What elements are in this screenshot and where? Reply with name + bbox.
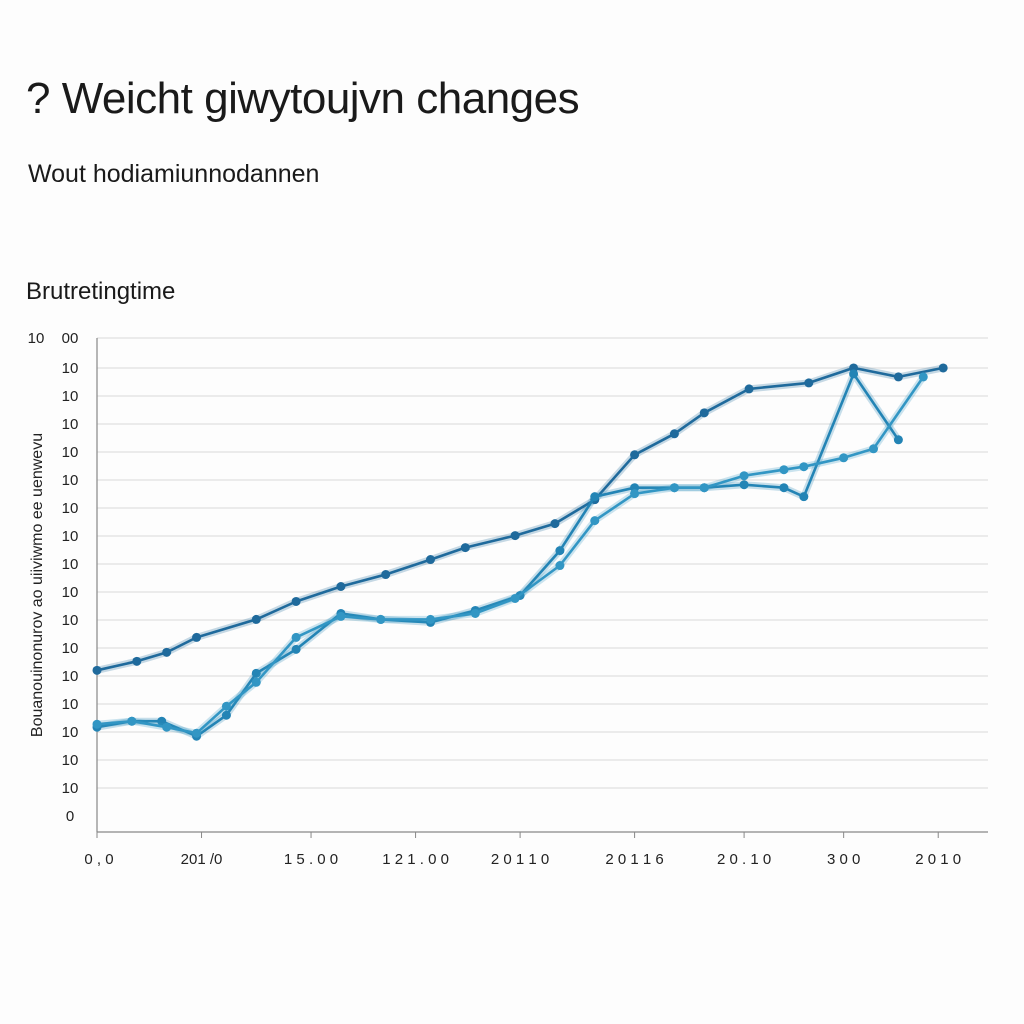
y-tick-label: 10 [62, 696, 79, 713]
y-tick-label: 10 [62, 556, 79, 573]
y-tick-label: 10 [62, 640, 79, 657]
data-point [555, 546, 565, 556]
data-point [92, 719, 102, 729]
series-line [95, 372, 900, 738]
data-point [192, 728, 202, 738]
y-tick-label: 10 [28, 330, 45, 347]
data-point [251, 677, 261, 687]
data-point [426, 614, 436, 624]
x-tick-label: 2 0 1 1 0 [491, 851, 549, 868]
data-point [739, 480, 749, 490]
data-point [381, 570, 391, 580]
y-tick-label: 10 [62, 444, 79, 461]
data-point [460, 543, 470, 553]
y-tick-label: 10 [62, 388, 79, 405]
data-point [336, 581, 346, 591]
y-tick-label: 10 [62, 528, 79, 545]
data-point [251, 614, 261, 624]
y-tick-label: 10 [62, 668, 79, 685]
series-halo [96, 374, 927, 737]
data-point [192, 632, 202, 642]
data-point [426, 555, 436, 565]
chart-subtitle: Wout hodiamiunnodannen [28, 160, 320, 188]
data-point [699, 408, 709, 418]
y-tick-label: 10 [62, 416, 79, 433]
x-tick-label: 2 0 1 1 6 [605, 851, 663, 868]
data-point [739, 471, 749, 481]
data-point [799, 462, 809, 472]
data-point [157, 716, 167, 726]
data-point [699, 483, 709, 493]
data-point [162, 647, 172, 657]
data-point [938, 363, 948, 373]
data-point [839, 453, 849, 463]
data-point [336, 611, 346, 621]
data-point [132, 656, 142, 666]
section-label: Brutretingtime [26, 278, 176, 305]
data-point [291, 632, 301, 642]
data-point [555, 561, 565, 571]
series-line [95, 375, 925, 735]
y-tick-label: 10 [62, 724, 79, 741]
y-tick-label: 00 [62, 330, 79, 347]
data-point [291, 644, 301, 654]
series-halo [96, 364, 944, 674]
data-point [799, 492, 809, 502]
data-point [744, 384, 754, 394]
y-tick-label: 10 [62, 752, 79, 769]
data-point [92, 665, 102, 675]
data-point [779, 465, 789, 475]
y-tick-label: 10 [62, 584, 79, 601]
data-point [510, 593, 520, 603]
series-line [95, 366, 945, 672]
data-point [470, 608, 480, 618]
data-point [804, 378, 814, 388]
data-point [221, 710, 231, 720]
series-halo [96, 370, 902, 740]
data-point [590, 492, 600, 502]
y-tick-label: 0 [66, 808, 74, 825]
y-tick-label: 10 [62, 780, 79, 797]
data-point [669, 429, 679, 439]
x-tick-label: 2 0 1 0 [915, 851, 961, 868]
data-point [630, 489, 640, 499]
data-point [291, 596, 301, 606]
y-tick-label: 10 [62, 500, 79, 517]
y-axis-label: Bouanouinonurov ao uiiviwmo ee uenwevu [29, 433, 46, 737]
data-point [918, 372, 928, 382]
data-point [376, 614, 386, 624]
data-point [251, 668, 261, 678]
y-tick-label: 10 [62, 612, 79, 629]
data-point [162, 722, 172, 732]
data-point [893, 372, 903, 382]
chart-title: ? Weicht giwytoujvn changes [26, 74, 580, 123]
x-tick-label: 3 0 0 [827, 851, 860, 868]
data-point [550, 519, 560, 529]
x-tick-label: 1 2 1 . 0 0 [382, 851, 449, 868]
data-point [893, 435, 903, 445]
y-tick-label: 10 [62, 360, 79, 377]
data-point [221, 701, 231, 711]
x-tick-label: 201 /0 [181, 851, 223, 868]
data-point [849, 369, 859, 379]
data-point [590, 516, 600, 526]
x-tick-label: 1 5 . 0 0 [284, 851, 338, 868]
x-tick-label: 0 , 0 [84, 851, 113, 868]
data-point [669, 483, 679, 493]
data-point [127, 716, 137, 726]
data-point [630, 450, 640, 460]
y-tick-label: 10 [62, 472, 79, 489]
data-point [869, 444, 879, 454]
data-point [510, 531, 520, 541]
data-point [779, 483, 789, 493]
x-tick-label: 2 0 . 1 0 [717, 851, 771, 868]
